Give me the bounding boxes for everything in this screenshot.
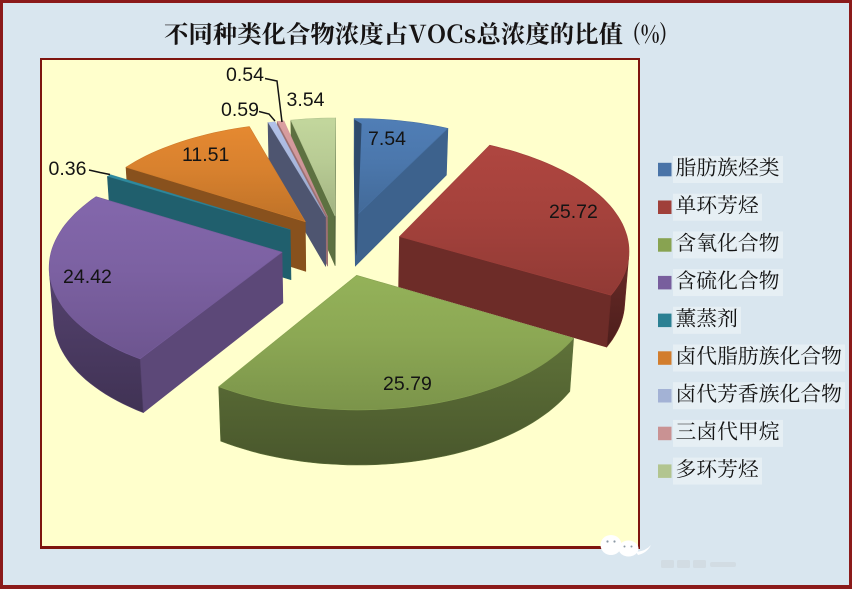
svg-text:0.59: 0.59 [221,99,259,121]
svg-text:7.54: 7.54 [368,128,406,150]
svg-text:25.72: 25.72 [549,201,598,223]
svg-text:25.79: 25.79 [383,373,432,395]
svg-text:11.51: 11.51 [182,144,229,166]
svg-text:0.36: 0.36 [49,158,87,180]
svg-text:24.42: 24.42 [63,266,112,288]
svg-text:3.54: 3.54 [287,89,325,111]
svg-text:0.54: 0.54 [226,64,264,86]
